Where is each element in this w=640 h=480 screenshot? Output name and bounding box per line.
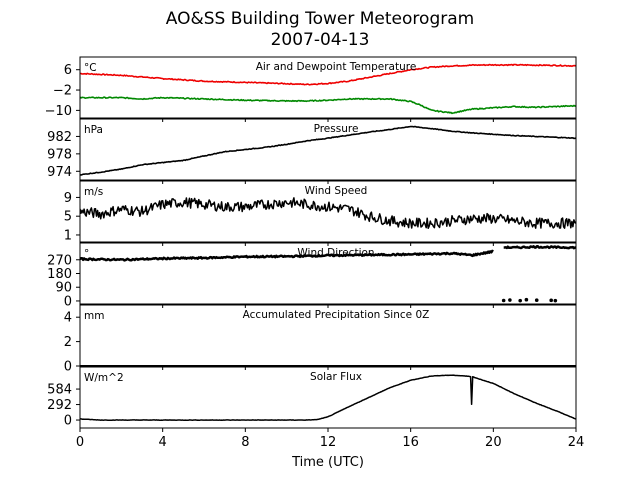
ytick-label-wind-speed-1: 5 [64, 210, 72, 225]
ytick-label-precip-2: 0 [64, 360, 72, 375]
unit-label-wind-speed: m/s [84, 186, 103, 198]
scatter-point-wind-direction-3 [524, 297, 529, 302]
panel-wind-speed: 9 5 1 m/s Wind Speed [64, 180, 577, 246]
x-axis: 0 4 8 12 16 20 24 [76, 435, 584, 450]
panel-precip: 4 2 0 mm Accumulated Precipitation Since 0Z [64, 304, 577, 375]
panel-title-precip: Accumulated Precipitation Since 0Z [243, 309, 430, 321]
panel-temp: 6 −2 −10 °C Air and Dewpoint Temperature [45, 56, 577, 122]
ytick-label-wind-direction-2: 90 [55, 281, 72, 296]
series-line-solar-0 [80, 374, 576, 421]
ytick-label-wind-speed-0: 9 [64, 191, 72, 206]
series-line-temp-0 [80, 63, 576, 86]
ytick-label-pressure-0: 982 [47, 130, 72, 145]
scatter-point-wind-direction-4 [534, 298, 539, 302]
x-axis-label: Time (UTC) [291, 455, 364, 470]
unit-label-solar: W/m^2 [84, 372, 124, 384]
traces-wind-speed [80, 197, 576, 230]
xtick-label-2: 8 [241, 435, 249, 450]
unit-label-pressure: hPa [84, 124, 103, 136]
xtick-label-3: 12 [320, 435, 337, 450]
series-line-wind-speed-0 [80, 197, 576, 230]
ytick-label-temp-0: 6 [64, 63, 72, 78]
ytick-label-wind-direction-3: 0 [64, 294, 72, 309]
ytick-label-pressure-1: 978 [47, 147, 72, 162]
ytick-label-wind-direction-1: 180 [47, 267, 72, 282]
ytick-label-wind-speed-2: 1 [64, 228, 72, 243]
panel-title-wind-speed: Wind Speed [305, 185, 368, 197]
ytick-label-solar-0: 584 [47, 383, 72, 398]
traces-pressure [80, 125, 576, 176]
scatter-point-wind-direction-5 [549, 298, 553, 303]
panels-group: 6−2−10°C Air and Dewpoint Temperature9829… [45, 56, 577, 432]
ytick-label-wind-direction-0: 270 [47, 253, 72, 268]
scatter-point-wind-direction-1 [508, 298, 512, 302]
unit-label-precip: mm [84, 310, 104, 322]
series-line-wind-direction-0 [80, 249, 494, 262]
panel-pressure: 982 978 974 hPa Pressure [47, 118, 577, 184]
ytick-label-solar-2: 0 [64, 414, 72, 429]
ytick-label-temp-2: −10 [45, 104, 72, 119]
ytick-label-precip-1: 2 [64, 335, 72, 350]
ytick-label-precip-0: 4 [64, 311, 72, 326]
series-line-wind-direction-1 [503, 245, 576, 250]
xtick-label-6: 24 [568, 435, 585, 450]
scatter-point-wind-direction-0 [501, 298, 506, 303]
ytick-label-temp-1: −2 [53, 84, 72, 99]
xtick-label-5: 20 [485, 435, 502, 450]
figure-title-line1: AO&SS Building Tower Meteorogram [166, 9, 474, 29]
traces-wind-direction [80, 245, 576, 303]
figure-title-line2: 2007-04-13 [271, 30, 370, 50]
xtick-label-0: 0 [76, 435, 84, 450]
ytick-label-pressure-2: 974 [47, 165, 72, 180]
panel-title-pressure: Pressure [314, 123, 359, 135]
unit-label-wind-direction: ° [84, 248, 89, 260]
xtick-label-1: 4 [159, 435, 167, 450]
traces-temp [80, 63, 576, 115]
series-line-temp-1 [80, 96, 576, 115]
ytick-label-solar-1: 292 [47, 398, 72, 413]
panel-title-temp: Air and Dewpoint Temperature [256, 61, 417, 73]
unit-label-temp: °C [84, 62, 97, 74]
panel-title-solar: Solar Flux [310, 371, 362, 383]
series-line-pressure-0 [80, 125, 576, 176]
traces-solar [80, 374, 576, 421]
scatter-point-wind-direction-6 [553, 298, 558, 303]
panel-title-wind-direction: Wind Direction [297, 247, 374, 259]
xtick-label-4: 16 [402, 435, 419, 450]
scatter-point-wind-direction-2 [518, 298, 522, 303]
